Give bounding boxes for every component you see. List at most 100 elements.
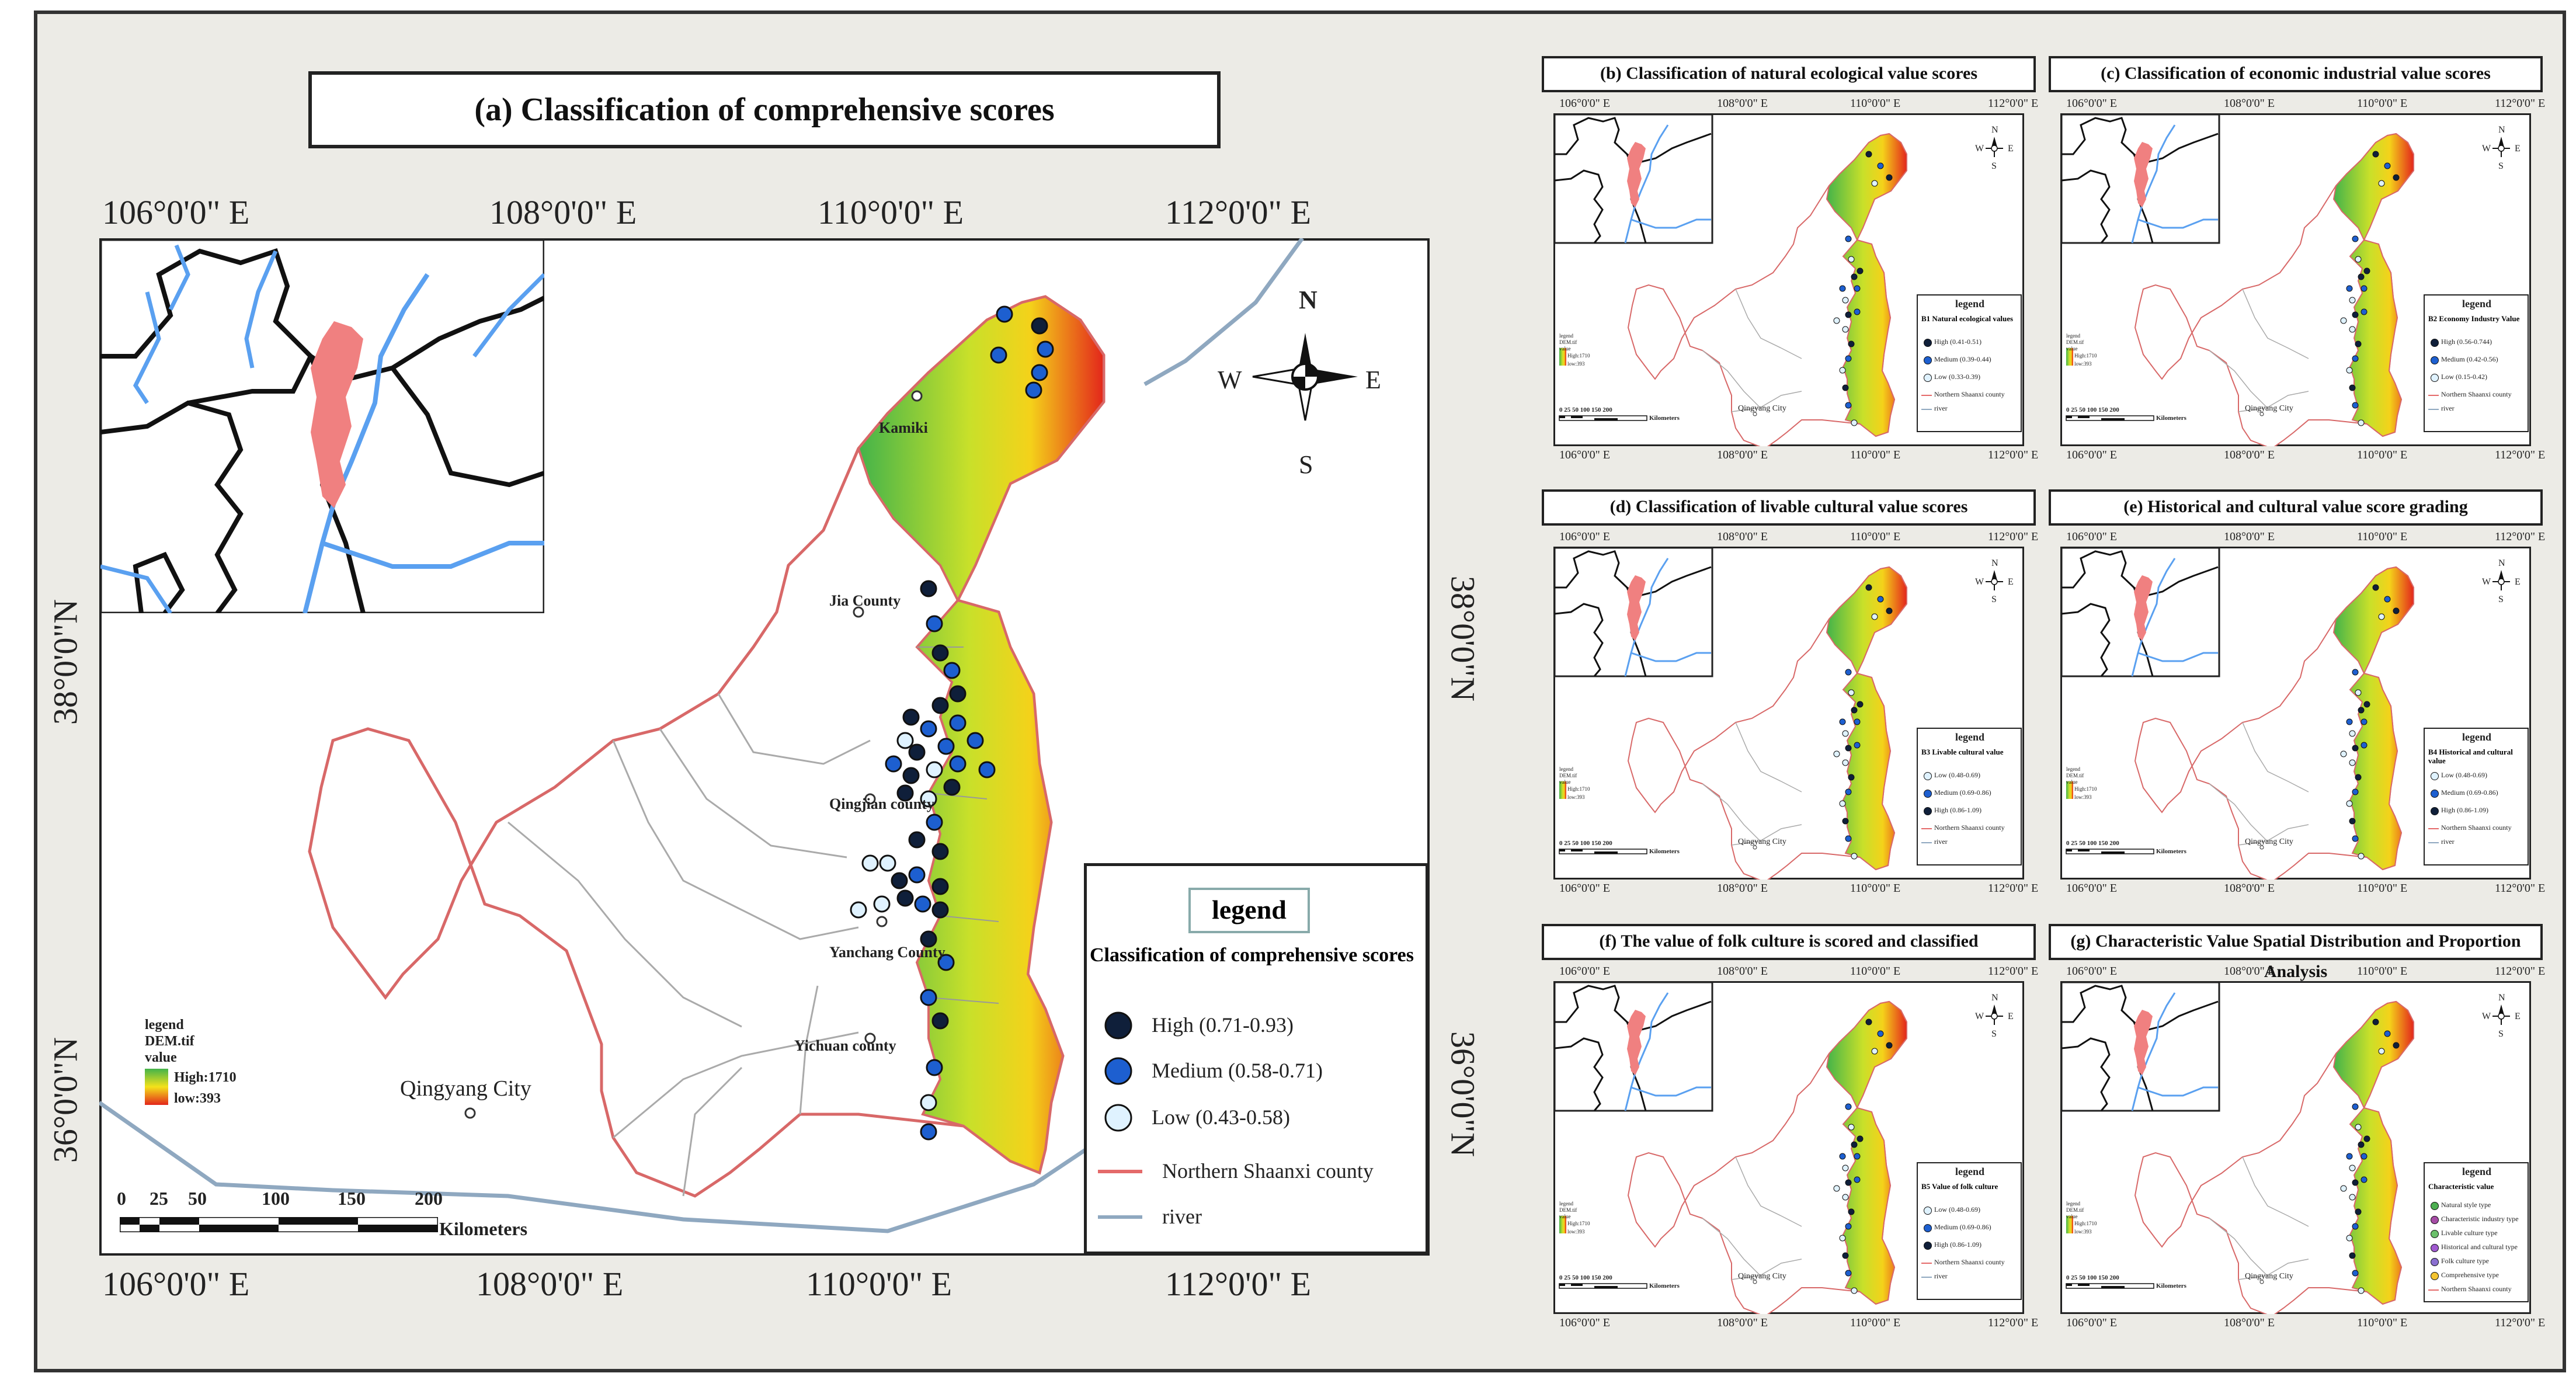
panel-compass-w: W [1975, 1011, 1984, 1021]
panel-legend-swatch [1924, 772, 1932, 780]
dem-legend-value: value [145, 1050, 177, 1065]
panel-title-text: (e) Historical and cultural value score … [2123, 497, 2468, 516]
panel-dem-text: low:393 [1567, 794, 1585, 800]
score-points [850, 305, 1054, 1141]
panel-dem-text: low:393 [2074, 794, 2092, 800]
scale-0: 0 [117, 1188, 126, 1209]
panel-top-tick: 106°0'0" E [1559, 965, 1610, 978]
panel-legend-river: river [1934, 1272, 1948, 1280]
panel-dem-text: value [1559, 346, 1571, 352]
panel-dem-text: legend [2066, 333, 2080, 339]
panel-legend-item: Low (0.48-0.69) [1934, 1205, 1980, 1214]
panel-bottom-tick: 108°0'0" E [2224, 882, 2275, 895]
panel-compass-s: S [2498, 161, 2504, 171]
inset-map [100, 239, 544, 613]
panel-legend-county: Northern Shaanxi county [1934, 1258, 2005, 1266]
river-line [1143, 238, 1304, 387]
scale-25: 25 [150, 1188, 168, 1209]
panel-bottom-tick: 112°0'0" E [2495, 449, 2546, 461]
panel-dem-text: High:1710 [1567, 786, 1590, 792]
panel-legend-5 [2424, 1162, 2529, 1302]
panel-bottom-tick: 106°0'0" E [1559, 1316, 1610, 1329]
panel-legend-swatch [2431, 790, 2439, 798]
panel-dem-text: legend [1559, 1201, 1573, 1207]
panel-legend-item: High (0.86-1.09) [1934, 806, 1981, 814]
main-legend-title: legend [1212, 895, 1287, 924]
panel-legend-4 [1917, 1162, 2022, 1300]
legend-high: High (0.71-0.93) [1152, 1013, 1294, 1037]
panel-scale: 0 25 50 100 150 200 [2066, 406, 2119, 413]
panel-title-text: (c) Classification of economic industria… [2101, 64, 2491, 83]
panel-bottom-tick: 110°0'0" E [2357, 449, 2408, 461]
panel-legend-item: Medium (0.69-0.86) [1934, 788, 1991, 797]
legend-county: Northern Shaanxi county [1162, 1159, 1374, 1183]
panel-legend-swatch [2431, 339, 2439, 347]
panel-legend-swatch [2431, 1272, 2439, 1280]
panel-dem-text: legend [2066, 1201, 2080, 1207]
compass-e: E [1365, 366, 1381, 394]
panel-dem-text: value [2066, 346, 2078, 352]
panel-scale: 0 25 50 100 150 200 [1559, 1274, 1612, 1281]
panel-dem-text: DEM.tif [1559, 773, 1577, 778]
panel-legend-item: High (0.56-0.744) [2441, 338, 2492, 346]
panel-legend-swatch [1924, 1207, 1932, 1215]
panel-legend-swatch [1924, 807, 1932, 815]
panel-map-canvas [2060, 981, 2510, 1314]
panel-city: Qingyang City [2245, 404, 2293, 413]
panel-legend-river: river [1934, 404, 1948, 412]
panel-legend-item: Historical and cultural type [2441, 1243, 2518, 1251]
panel-dem-text: low:393 [1567, 361, 1585, 367]
compass-s: S [1299, 450, 1313, 479]
panel-bottom-tick: 106°0'0" E [1559, 449, 1610, 461]
panel-top-tick: 108°0'0" E [1717, 530, 1768, 543]
bottom-tick-1: 106°0'0" E [102, 1265, 250, 1303]
panel-legend-swatch [1924, 339, 1932, 347]
panel-top-tick: 108°0'0" E [2224, 965, 2275, 978]
panel-legend-county: Northern Shaanxi county [2441, 823, 2512, 832]
panel-title-text: (d) Classification of livable cultural v… [1609, 497, 1968, 516]
panel-compass-e: E [2008, 577, 2014, 587]
panel-compass-e: E [2515, 1011, 2521, 1021]
panel-legend-swatch [2431, 1244, 2439, 1252]
main-map-canvas [99, 238, 1304, 1233]
panel-top-tick: 108°0'0" E [2224, 530, 2275, 543]
panel-legend-county: Northern Shaanxi county [2441, 1285, 2512, 1293]
panel-legend-item: Low (0.48-0.69) [1934, 771, 1980, 779]
main-legend-title-box: legend [1188, 888, 1310, 933]
left-tick-1: 38°0'0"N [46, 599, 85, 725]
panel-title-text: (f) The value of folk culture is scored … [1599, 931, 1979, 951]
panel-compass-e: E [2515, 144, 2521, 154]
panel-legend-item: Medium (0.42-0.56) [2441, 355, 2498, 363]
panel-top-tick: 110°0'0" E [1850, 965, 1901, 978]
panel-legend-item: High (0.86-1.09) [2441, 806, 2488, 814]
panel-scale: 0 25 50 100 150 200 [2066, 840, 2119, 847]
left-tick-2: 36°0'0"N [46, 1037, 85, 1163]
panel-legend-sub: B1 Natural ecological values [1921, 314, 2014, 323]
panel-map-canvas [2060, 113, 2510, 446]
panel-legend-item: Comprehensive type [2441, 1271, 2499, 1279]
panel-compass-e: E [2008, 144, 2014, 154]
panel-compass-s: S [2498, 595, 2504, 604]
panel-legend-river: river [2441, 837, 2455, 846]
panel-bottom-tick: 106°0'0" E [2066, 1316, 2117, 1329]
panel-top-tick: 110°0'0" E [1850, 530, 1901, 543]
panel-bottom-tick: 108°0'0" E [2224, 1316, 2275, 1329]
panel-city: Qingyang City [1738, 404, 1786, 413]
panel-compass-n: N [1991, 125, 1998, 135]
panel-legend-3 [2424, 728, 2529, 865]
panel-legend-item: Natural style type [2441, 1201, 2491, 1209]
panel-title-2: (d) Classification of livable cultural v… [1542, 489, 2036, 526]
panel-legend-swatch [1924, 374, 1932, 382]
dem-legend-title: legend [145, 1017, 184, 1033]
panel-legend-item: Low (0.48-0.69) [2441, 771, 2487, 779]
panel-map-canvas [1553, 113, 2003, 446]
panel-top-tick: 112°0'0" E [1988, 530, 2039, 543]
panel-top-tick: 112°0'0" E [2495, 530, 2546, 543]
panel-legend-item: Medium (0.69-0.86) [1934, 1223, 1991, 1231]
panel-legend-1 [2424, 294, 2529, 432]
panel-legend-item: High (0.41-0.51) [1934, 338, 1981, 346]
top-tick-1: 106°0'0" E [102, 193, 250, 231]
panel-top-tick: 110°0'0" E [1850, 97, 1901, 110]
panel-bottom-tick: 112°0'0" E [1988, 449, 2039, 461]
panel-dem-text: DEM.tif [2066, 1207, 2084, 1213]
